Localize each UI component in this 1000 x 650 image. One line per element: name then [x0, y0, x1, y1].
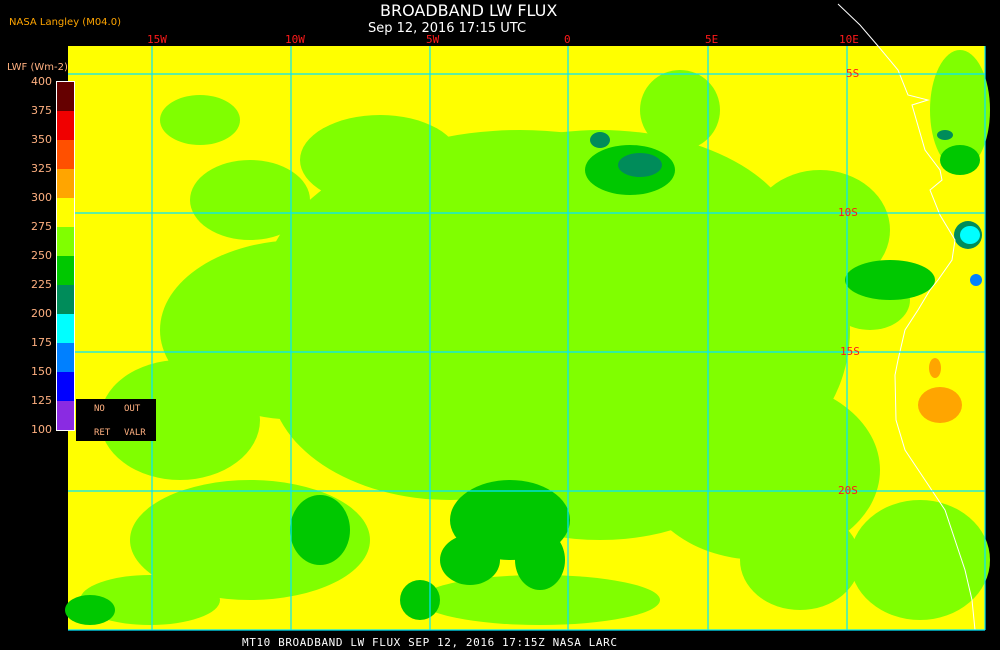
flux-patch [400, 580, 440, 620]
credit-label: NASA Langley (M04.0) [9, 17, 121, 28]
lat-label: 20S [838, 484, 858, 497]
legend-tick: 400 [31, 75, 52, 88]
color-swatch [57, 227, 74, 256]
flux-patch [750, 170, 890, 290]
legend-tick: 125 [31, 394, 52, 407]
flux-patch [937, 130, 953, 140]
lat-label: 15S [840, 345, 860, 358]
lat-label: 10S [838, 206, 858, 219]
flux-patch [970, 274, 982, 286]
lon-label: 10E [838, 33, 860, 46]
color-swatch [57, 256, 74, 285]
legend-tick: 175 [31, 336, 52, 349]
flux-patch [929, 358, 941, 378]
flux-patch [290, 495, 350, 565]
flux-patch [590, 132, 610, 148]
flux-patch [440, 535, 500, 585]
legend-tick: 325 [31, 162, 52, 175]
color-swatch [57, 343, 74, 372]
color-swatch [57, 285, 74, 314]
grid-lines [68, 46, 986, 631]
no-retrieval-legend: NO OUT RET VALR [76, 399, 156, 441]
flux-patch [618, 153, 662, 177]
flux-patch [65, 595, 115, 625]
flux-patch [918, 387, 962, 423]
flux-patch [740, 510, 860, 610]
legend-tick: 300 [31, 191, 52, 204]
flux-patch [420, 575, 660, 625]
map-title: BROADBAND LW FLUX [380, 1, 558, 20]
coastline [837, 3, 976, 631]
flux-patch [80, 575, 220, 625]
flux-patch [640, 70, 720, 150]
ret-label: RET [94, 428, 111, 438]
lon-label: 5E [704, 33, 720, 46]
color-swatch [57, 401, 74, 430]
lon-label: 10W [284, 33, 306, 46]
lon-label: 15W [146, 33, 168, 46]
lon-label: 5W [425, 33, 441, 46]
valr-label: VALR [124, 428, 146, 438]
color-swatch [57, 372, 74, 401]
flux-patch [845, 260, 935, 300]
legend-unit: LWF (Wm-2) [7, 62, 68, 73]
flux-patch [160, 95, 240, 145]
legend-tick: 225 [31, 278, 52, 291]
color-scale [56, 81, 75, 431]
color-swatch [57, 198, 74, 227]
footer-caption: MT10 BROADBAND LW FLUX SEP 12, 2016 17:1… [242, 636, 618, 649]
lat-label: 5S [846, 67, 860, 80]
legend-tick: 200 [31, 307, 52, 320]
legend-tick: 100 [31, 423, 52, 436]
flux-patch [850, 500, 990, 620]
flux-patch [190, 160, 310, 240]
flux-patch [960, 226, 980, 244]
legend-tick: 350 [31, 133, 52, 146]
no-label: NO [94, 404, 105, 414]
color-swatch [57, 140, 74, 169]
flux-patch [300, 115, 460, 205]
legend-tick: 150 [31, 365, 52, 378]
out-label: OUT [124, 404, 141, 414]
color-swatch [57, 169, 74, 198]
color-swatch [57, 111, 74, 140]
flux-patches [65, 50, 990, 625]
legend-tick: 250 [31, 249, 52, 262]
legend-tick: 375 [31, 104, 52, 117]
color-swatch [57, 82, 74, 111]
flux-patch [940, 145, 980, 175]
color-swatch [57, 314, 74, 343]
lon-label: 0 [563, 33, 572, 46]
map-subtitle: Sep 12, 2016 17:15 UTC [368, 21, 527, 36]
flux-patch [515, 530, 565, 590]
legend-tick: 275 [31, 220, 52, 233]
flux-patch [100, 360, 260, 480]
